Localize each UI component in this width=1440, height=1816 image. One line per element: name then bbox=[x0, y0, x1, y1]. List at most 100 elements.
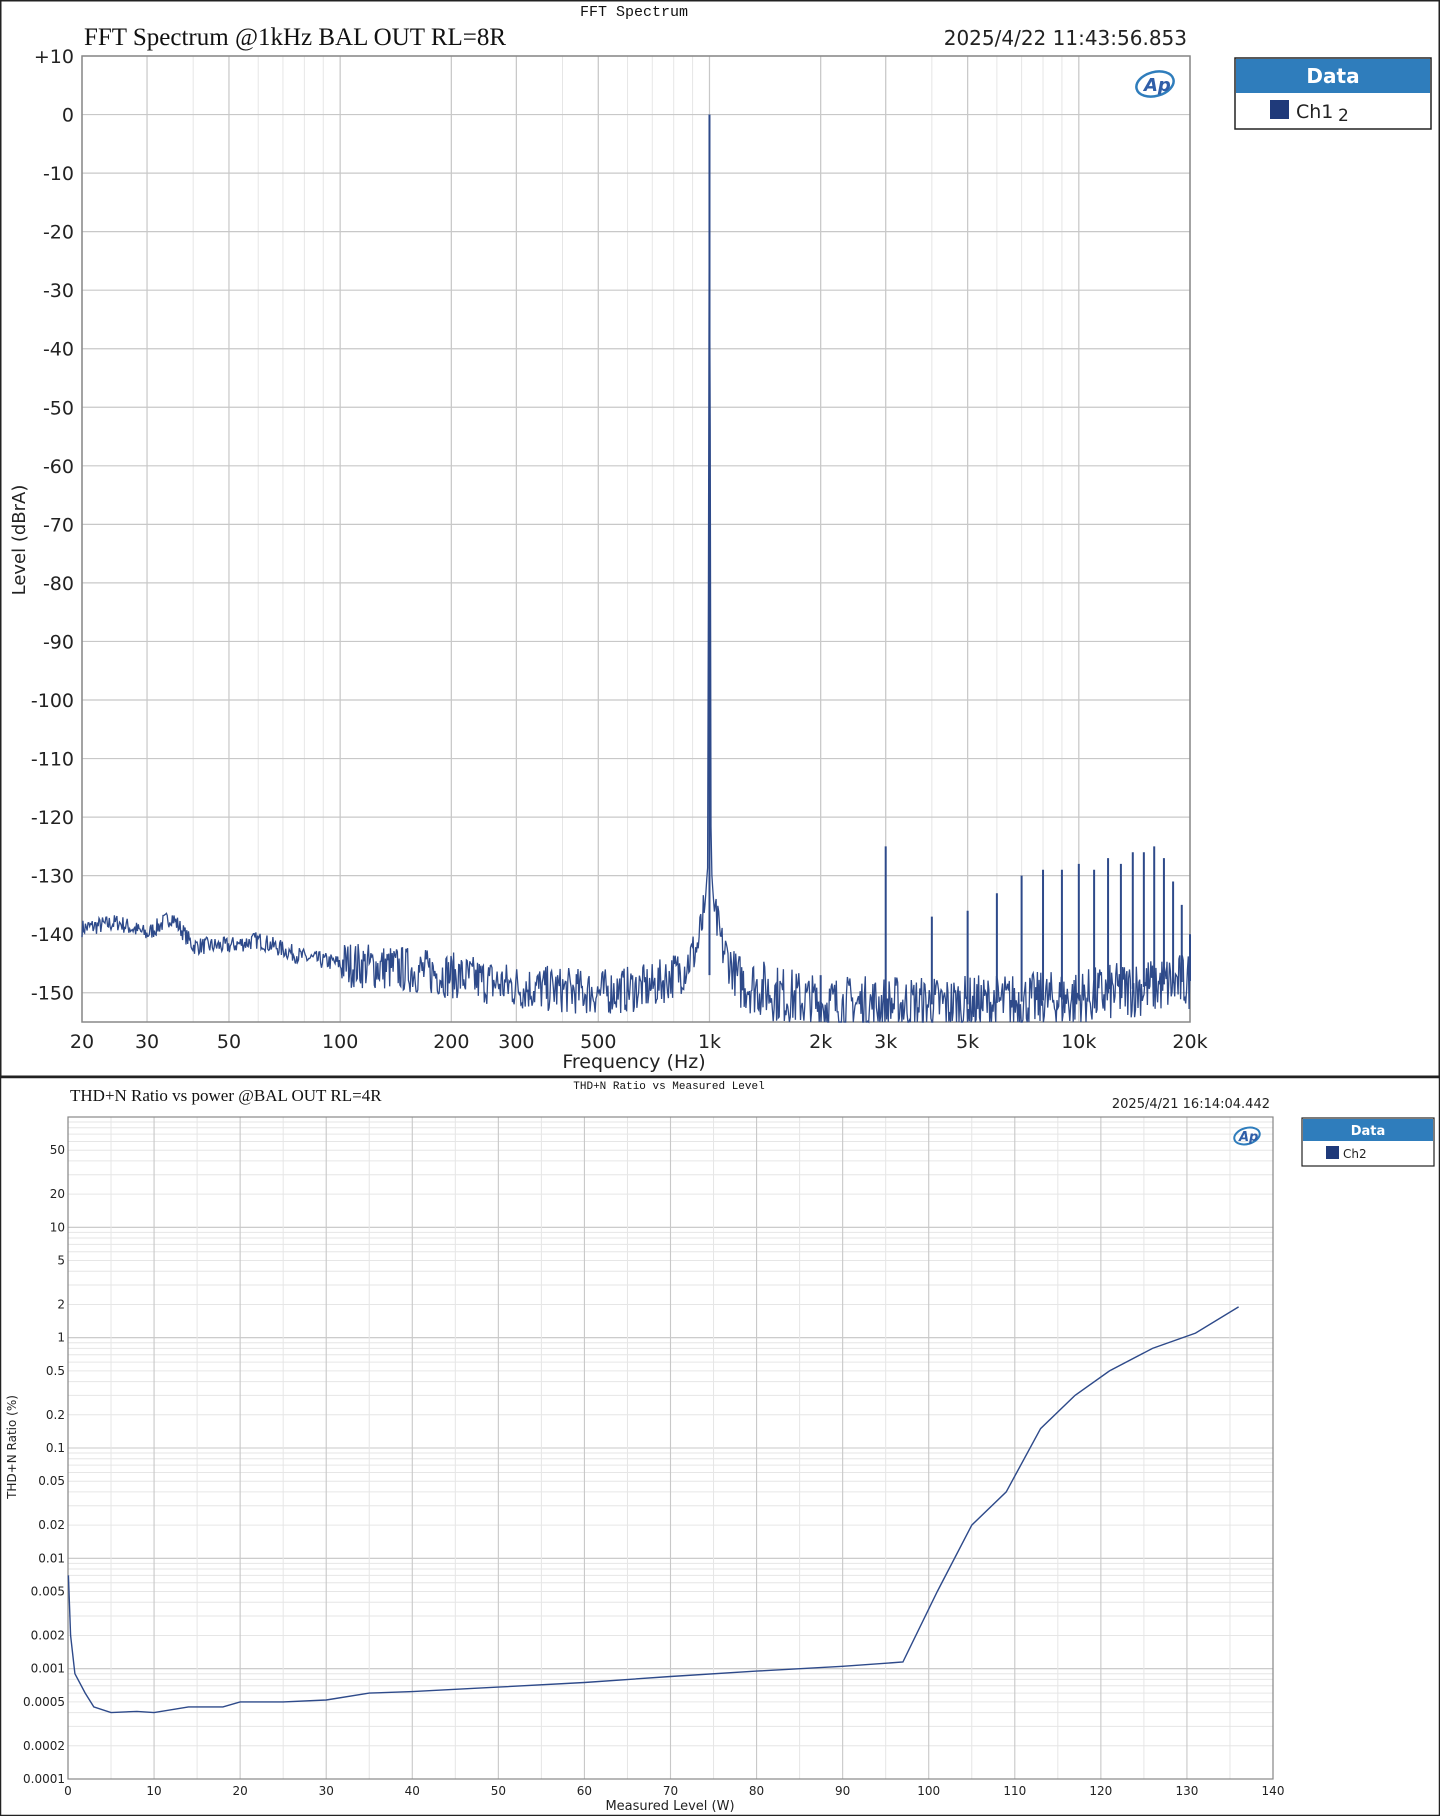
x-tick-label: 110 bbox=[1003, 1784, 1026, 1798]
svg-text:Ap: Ap bbox=[1142, 75, 1171, 96]
x-tick-label: 3k bbox=[874, 1031, 897, 1053]
y-tick-label: +10 bbox=[34, 46, 74, 68]
y-tick-label: 0.001 bbox=[31, 1662, 65, 1676]
timestamp: 2025/4/22 11:43:56.853 bbox=[944, 26, 1187, 50]
y-tick-label: -80 bbox=[43, 573, 74, 595]
y-tick-label: 0.5 bbox=[46, 1364, 65, 1378]
x-tick-label: 120 bbox=[1089, 1784, 1112, 1798]
y-tick-label: 5 bbox=[57, 1254, 65, 1268]
x-tick-label: 1k bbox=[698, 1031, 721, 1053]
chart-title: THD+N Ratio vs power @BAL OUT RL=4R bbox=[70, 1086, 382, 1105]
x-tick-labels: 0 10 20 30 40 50 60 70 80 90 100 110 120 130 140 bbox=[64, 1784, 1284, 1798]
y-tick-label: -30 bbox=[43, 280, 74, 302]
x-tick-label: 70 bbox=[663, 1784, 678, 1798]
x-tick-label: 2k bbox=[809, 1031, 832, 1053]
plot-area bbox=[67, 1116, 1274, 1780]
y-tick-label: -10 bbox=[43, 163, 74, 185]
x-tick-label: 5k bbox=[956, 1031, 979, 1053]
y-tick-label: -20 bbox=[43, 222, 74, 244]
ap-logo: Ap bbox=[1135, 70, 1175, 98]
legend: Data Ch1 2 bbox=[1234, 57, 1432, 130]
x-tick-label: 20 bbox=[233, 1784, 248, 1798]
y-axis-label: Level (dBrA) bbox=[9, 485, 30, 596]
y-tick-label: -120 bbox=[31, 807, 74, 829]
y-tick-label: 0 bbox=[62, 105, 74, 127]
chart-title: FFT Spectrum @1kHz BAL OUT RL=8R bbox=[84, 24, 506, 51]
y-tick-labels: +10 0 -10 -20 -30 -40 -50 -60 -70 -80 -90 -100 -110 -… bbox=[31, 46, 74, 1005]
x-tick-label: 60 bbox=[577, 1784, 592, 1798]
legend-header-label: Data bbox=[1306, 64, 1359, 88]
series-ch1 bbox=[81, 114, 1191, 1024]
x-tick-label: 50 bbox=[491, 1784, 506, 1798]
svg-text:Ap: Ap bbox=[1238, 1130, 1258, 1145]
y-tick-label: 0.01 bbox=[38, 1551, 65, 1565]
series-line bbox=[67, 1306, 1239, 1714]
x-tick-label: 300 bbox=[498, 1031, 534, 1053]
x-tick-label: 500 bbox=[580, 1031, 616, 1053]
window-title: FFT Spectrum bbox=[580, 4, 688, 21]
y-tick-labels: 50 20 10 5 2 1 0.5 0.2 0.1 0.05 0.02 0.01 0.005 0.002… bbox=[23, 1143, 65, 1786]
grid bbox=[67, 1116, 1274, 1780]
y-tick-label: -100 bbox=[31, 690, 74, 712]
y-tick-label: 0.2 bbox=[46, 1408, 65, 1422]
legend-entry: Ch1 bbox=[1296, 101, 1333, 123]
y-tick-label: -40 bbox=[43, 339, 74, 361]
x-tick-label: 10 bbox=[146, 1784, 161, 1798]
window-title: THD+N Ratio vs Measured Level bbox=[573, 1081, 764, 1093]
legend: Data Ch2 bbox=[1301, 1117, 1435, 1167]
y-tick-label: 50 bbox=[50, 1143, 65, 1157]
y-tick-label: 0.05 bbox=[38, 1474, 65, 1488]
fft-spectrum-chart: FFT Spectrum FFT Spectrum @1kHz BAL OUT … bbox=[0, 0, 1440, 1077]
legend-header bbox=[1236, 59, 1430, 93]
legend-extra: 2 bbox=[1338, 106, 1349, 126]
x-tick-label: 40 bbox=[405, 1784, 420, 1798]
x-tick-label: 30 bbox=[135, 1031, 159, 1053]
x-tick-label: 20 bbox=[70, 1031, 94, 1053]
y-tick-label: 2 bbox=[57, 1297, 65, 1311]
x-tick-label: 0 bbox=[64, 1784, 72, 1798]
series-line bbox=[81, 201, 1191, 1024]
x-tick-label: 50 bbox=[217, 1031, 241, 1053]
x-tick-label: 90 bbox=[835, 1784, 850, 1798]
x-tick-labels: 20 30 50 100 200 300 500 1k 2k 3k 5k 10k 20k bbox=[70, 1031, 1208, 1053]
x-tick-label: 30 bbox=[319, 1784, 334, 1798]
y-tick-label: 0.02 bbox=[38, 1518, 65, 1532]
y-tick-label: 0.0002 bbox=[23, 1739, 65, 1753]
y-tick-label: -110 bbox=[31, 749, 74, 771]
y-tick-label: 0.002 bbox=[31, 1628, 65, 1642]
y-tick-label: 10 bbox=[50, 1220, 65, 1234]
y-tick-label: -140 bbox=[31, 924, 74, 946]
y-tick-label: -60 bbox=[43, 456, 74, 478]
y-tick-label: -130 bbox=[31, 866, 74, 888]
y-tick-label: 1 bbox=[57, 1331, 65, 1345]
y-tick-label: -150 bbox=[31, 983, 74, 1005]
ap-logo: Ap bbox=[1233, 1126, 1261, 1146]
y-tick-label: 0.005 bbox=[31, 1585, 65, 1599]
y-tick-label: 0.0005 bbox=[23, 1695, 65, 1709]
plot-area bbox=[81, 55, 1191, 1023]
thdn-ratio-chart: THD+N Ratio vs Measured Level THD+N Rati… bbox=[0, 1077, 1440, 1816]
y-tick-label: 0.0001 bbox=[23, 1772, 65, 1786]
y-tick-label: 20 bbox=[50, 1187, 65, 1201]
y-axis-label: THD+N Ratio (%) bbox=[5, 1395, 19, 1500]
y-tick-label: -50 bbox=[43, 397, 74, 419]
x-axis-label: Frequency (Hz) bbox=[562, 1051, 705, 1073]
legend-entry: Ch2 bbox=[1343, 1147, 1367, 1161]
legend-swatch bbox=[1270, 100, 1289, 119]
legend-header-label: Data bbox=[1351, 1124, 1386, 1139]
x-tick-label: 20k bbox=[1172, 1031, 1207, 1053]
timestamp: 2025/4/21 16:14:04.442 bbox=[1112, 1097, 1270, 1112]
y-tick-label: 0.1 bbox=[46, 1441, 65, 1455]
x-tick-label: 80 bbox=[749, 1784, 764, 1798]
y-tick-label: -90 bbox=[43, 631, 74, 653]
x-axis-label: Measured Level (W) bbox=[605, 1799, 734, 1814]
legend-swatch bbox=[1326, 1146, 1339, 1159]
x-tick-label: 10k bbox=[1061, 1031, 1096, 1053]
series-ch2 bbox=[67, 1306, 1239, 1714]
x-tick-label: 200 bbox=[433, 1031, 469, 1053]
y-tick-label: -70 bbox=[43, 514, 74, 536]
x-tick-label: 100 bbox=[322, 1031, 358, 1053]
x-tick-label: 130 bbox=[1175, 1784, 1198, 1798]
x-tick-label: 140 bbox=[1262, 1784, 1285, 1798]
x-tick-label: 100 bbox=[917, 1784, 940, 1798]
